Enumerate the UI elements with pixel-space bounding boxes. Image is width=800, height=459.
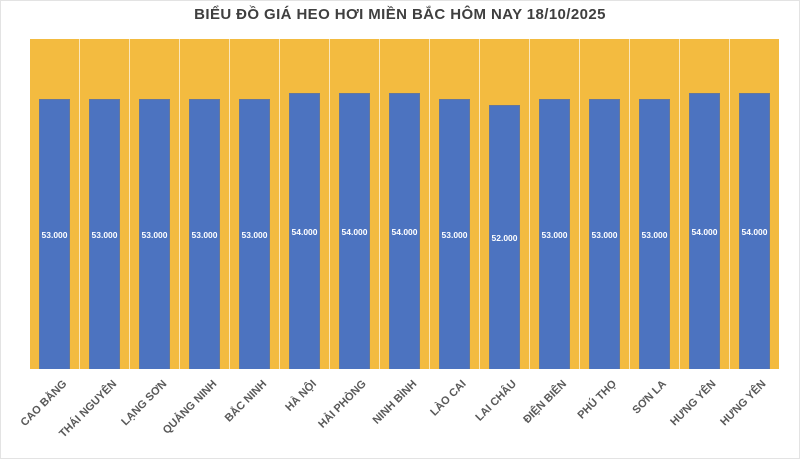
chart-title: BIỂU ĐỒ GIÁ HEO HƠI MIỀN BẮC HÔM NAY 18/… <box>194 6 606 23</box>
x-axis-label: LAI CHÂU <box>473 378 519 424</box>
bar: 52.000 <box>489 105 520 369</box>
bar-value-label: 54.000 <box>341 226 368 237</box>
bar: 54.000 <box>389 93 420 369</box>
bar: 54.000 <box>689 93 720 369</box>
x-axis-label-cell: HƯNG YÊN <box>668 369 729 459</box>
bar-value-label: 53.000 <box>41 229 68 240</box>
bar-value-label: 53.000 <box>441 229 468 240</box>
bar-column: 53.000 <box>579 39 629 369</box>
bar-value-label: 53.000 <box>541 229 568 240</box>
x-axis-label-cell: HƯNG YÊN <box>718 369 779 459</box>
x-axis-label: LÀO CAI <box>428 378 469 419</box>
bar: 53.000 <box>189 99 220 369</box>
bar-value-label: 54.000 <box>691 226 718 237</box>
bar-column: 53.000 <box>79 39 129 369</box>
bar: 53.000 <box>639 99 670 369</box>
x-axis-label: BẮC NINH <box>222 378 270 425</box>
bar: 53.000 <box>39 99 70 369</box>
bar: 53.000 <box>539 99 570 369</box>
x-axis-labels: CAO BẰNG THÁI NGUYÊN LẠNG SƠN QUẢNG NINH… <box>19 369 779 459</box>
bar: 53.000 <box>439 99 470 369</box>
bar-column: 53.000 <box>429 39 479 369</box>
x-axis-label-cell: NINH BÌNH <box>370 369 430 459</box>
bar: 54.000 <box>739 93 770 369</box>
x-axis-label-cell: QUẢNG NINH <box>161 369 230 459</box>
bar-value-label: 53.000 <box>241 229 268 240</box>
bar-value-label: 53.000 <box>191 229 218 240</box>
bar-value-label: 54.000 <box>391 226 418 237</box>
bar-value-label: 53.000 <box>141 229 168 240</box>
bar-column: 53.000 <box>179 39 229 369</box>
bar-column: 53.000 <box>30 39 79 369</box>
bar-value-label: 52.000 <box>491 232 518 243</box>
x-axis-label-cell: BẮC NINH <box>223 369 280 459</box>
bar-column: 54.000 <box>729 39 779 369</box>
bar-value-label: 54.000 <box>741 226 768 237</box>
x-axis-label-cell: LÀO CAI <box>428 369 480 459</box>
bar-value-label: 54.000 <box>291 226 318 237</box>
bar-column: 54.000 <box>679 39 729 369</box>
x-axis-label-cell: PHÚ THỌ <box>575 369 629 459</box>
bar-value-label: 53.000 <box>641 229 668 240</box>
bar-column: 54.000 <box>379 39 429 369</box>
x-axis-label-cell: HÀ NỘI <box>280 369 330 459</box>
bar-column: 52.000 <box>479 39 529 369</box>
bar-value-label: 53.000 <box>591 229 618 240</box>
bar-column: 53.000 <box>629 39 679 369</box>
bar: 53.000 <box>589 99 620 369</box>
x-axis-label: SƠN LA <box>630 378 669 417</box>
bar-column: 54.000 <box>279 39 329 369</box>
bar: 53.000 <box>139 99 170 369</box>
bar-column: 53.000 <box>229 39 279 369</box>
x-axis-label-cell: HẢI PHÒNG <box>317 369 380 459</box>
x-axis-label-cell: LẠNG SƠN <box>119 369 180 459</box>
x-axis-label-cell: THÁI NGUYÊN <box>57 369 130 459</box>
x-axis-label-cell: LAI CHÂU <box>473 369 529 459</box>
bar: 54.000 <box>289 93 320 369</box>
bar-column: 54.000 <box>329 39 379 369</box>
x-axis-label-cell: CAO BẰNG <box>19 369 80 459</box>
plot-area: 53.000 53.000 53.000 53.000 53.000 54.00… <box>30 39 779 369</box>
bar: 53.000 <box>89 99 120 369</box>
x-axis-label-cell: SƠN LA <box>629 369 679 459</box>
x-axis-label: PHÚ THỌ <box>575 378 619 422</box>
bar-value-label: 53.000 <box>91 229 118 240</box>
x-axis-label-cell: ĐIỆN BIÊN <box>521 369 579 459</box>
x-axis-label: HÀ NỘI <box>283 378 320 414</box>
bar-column: 53.000 <box>529 39 579 369</box>
bar-column: 53.000 <box>129 39 179 369</box>
bar: 53.000 <box>239 99 270 369</box>
bar: 54.000 <box>339 93 370 369</box>
